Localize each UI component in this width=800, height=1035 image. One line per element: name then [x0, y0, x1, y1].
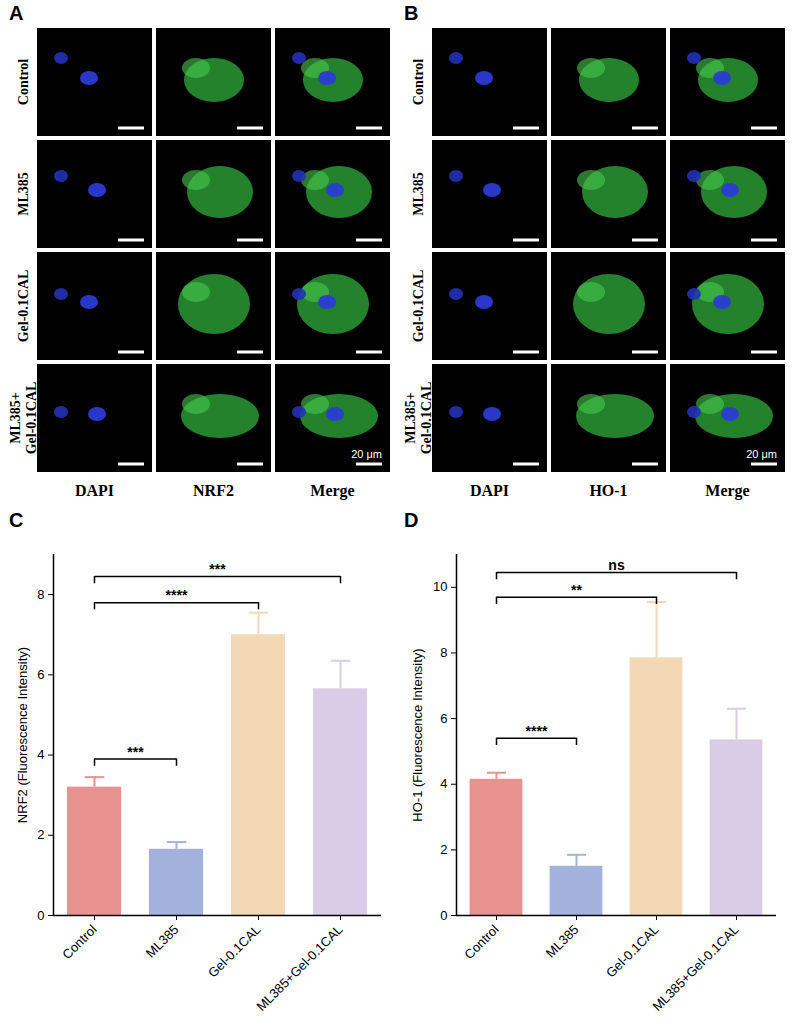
svg-text:****: **** — [526, 723, 548, 739]
svg-text:NRF2 (Fluorescence Intensity): NRF2 (Fluorescence Intensity) — [15, 647, 30, 823]
svg-text:20 μm: 20 μm — [351, 448, 382, 460]
svg-text:Gel-0.1CAL: Gel-0.1CAL — [16, 270, 31, 343]
svg-text:0: 0 — [37, 908, 44, 923]
html-text:D: D — [404, 509, 419, 531]
svg-text:4: 4 — [440, 776, 447, 791]
svg-text:2: 2 — [440, 842, 447, 857]
svg-text:ML385: ML385 — [411, 172, 426, 216]
svg-text:Gel-0.1CAL: Gel-0.1CAL — [205, 922, 264, 981]
svg-text:20 μm: 20 μm — [746, 448, 777, 460]
svg-text:Merge: Merge — [310, 482, 354, 500]
svg-text:Control: Control — [16, 59, 31, 106]
svg-text:ML385+Gel-0.1CAL: ML385+Gel-0.1CAL — [403, 382, 434, 455]
svg-text:ML385+Gel-0.1CAL: ML385+Gel-0.1CAL — [8, 382, 39, 455]
svg-text:A: A — [9, 2, 23, 24]
svg-text:DAPI: DAPI — [470, 482, 509, 499]
svg-text:Gel-0.1CAL: Gel-0.1CAL — [411, 270, 426, 343]
svg-text:Merge: Merge — [705, 482, 749, 500]
svg-text:ns: ns — [608, 557, 625, 573]
svg-text:DAPI: DAPI — [75, 482, 114, 499]
svg-text:Gel-0.1CAL: Gel-0.1CAL — [603, 922, 662, 981]
svg-text:Control: Control — [411, 59, 426, 106]
svg-text:6: 6 — [37, 667, 44, 682]
svg-text:ML385+Gel-0.1CAL: ML385+Gel-0.1CAL — [253, 922, 345, 1014]
svg-text:ML385: ML385 — [143, 922, 182, 961]
svg-text:2: 2 — [37, 827, 44, 842]
svg-text:Control: Control — [59, 922, 99, 962]
svg-text:B: B — [404, 2, 418, 24]
svg-text:6: 6 — [440, 711, 447, 726]
svg-text:**: ** — [571, 582, 582, 598]
svg-text:ML385: ML385 — [543, 922, 582, 961]
svg-text:NRF2: NRF2 — [193, 482, 234, 499]
svg-text:HO-1: HO-1 — [589, 482, 627, 499]
svg-text:***: *** — [209, 561, 226, 577]
svg-text:8: 8 — [37, 587, 44, 602]
svg-text:0: 0 — [440, 908, 447, 923]
svg-text:ML385: ML385 — [16, 172, 31, 216]
svg-text:HO-1 (Fluorescence Intensity): HO-1 (Fluorescence Intensity) — [410, 648, 425, 821]
svg-text:8: 8 — [440, 645, 447, 660]
svg-text:****: **** — [166, 587, 188, 603]
svg-text:4: 4 — [37, 747, 44, 762]
svg-text:ML385+Gel-0.1CAL: ML385+Gel-0.1CAL — [649, 922, 741, 1014]
html-text:C: C — [9, 509, 24, 531]
svg-text:Control: Control — [461, 922, 501, 962]
svg-text:10: 10 — [433, 579, 447, 594]
svg-text:***: *** — [127, 744, 144, 760]
